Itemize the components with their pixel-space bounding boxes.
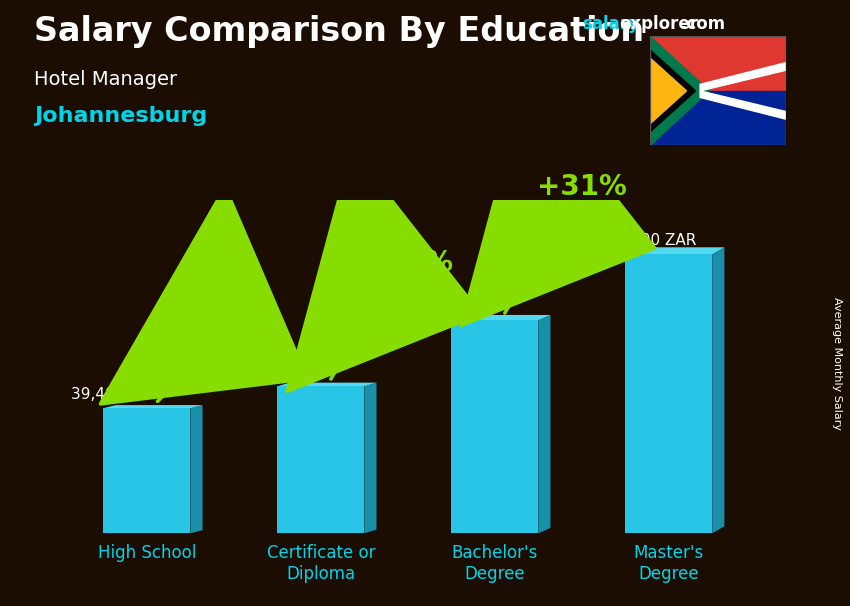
FancyArrowPatch shape — [100, 187, 307, 404]
Polygon shape — [650, 58, 687, 124]
Bar — [650, 36, 786, 91]
Bar — [104, 408, 190, 533]
Text: Average Monthly Salary: Average Monthly Salary — [832, 297, 842, 430]
Text: explorer: explorer — [619, 15, 698, 33]
Bar — [626, 255, 712, 533]
Polygon shape — [190, 405, 202, 533]
Text: +45%: +45% — [363, 249, 453, 277]
Polygon shape — [712, 247, 724, 533]
Text: +31%: +31% — [537, 173, 626, 201]
Text: 39,400 ZAR: 39,400 ZAR — [71, 387, 161, 402]
Bar — [277, 386, 365, 533]
Bar — [451, 321, 538, 533]
Polygon shape — [626, 247, 724, 255]
Polygon shape — [538, 315, 551, 533]
Text: 87,900 ZAR: 87,900 ZAR — [607, 233, 696, 248]
FancyArrowPatch shape — [462, 84, 654, 325]
FancyArrowPatch shape — [287, 150, 480, 391]
Text: Johannesburg: Johannesburg — [34, 106, 207, 126]
Text: .com: .com — [680, 15, 725, 33]
Bar — [650, 91, 786, 145]
Polygon shape — [700, 91, 786, 119]
Polygon shape — [650, 50, 695, 132]
Text: 67,100 ZAR: 67,100 ZAR — [419, 299, 508, 314]
Text: 46,300 ZAR: 46,300 ZAR — [245, 365, 334, 380]
Text: Hotel Manager: Hotel Manager — [34, 70, 177, 88]
Polygon shape — [700, 62, 786, 91]
Text: Salary Comparison By Education: Salary Comparison By Education — [34, 15, 644, 48]
Text: +18%: +18% — [189, 325, 279, 353]
Text: salary: salary — [582, 15, 639, 33]
Polygon shape — [104, 405, 202, 408]
Polygon shape — [277, 382, 377, 386]
Polygon shape — [451, 315, 551, 321]
Polygon shape — [650, 36, 709, 145]
Polygon shape — [365, 382, 377, 533]
